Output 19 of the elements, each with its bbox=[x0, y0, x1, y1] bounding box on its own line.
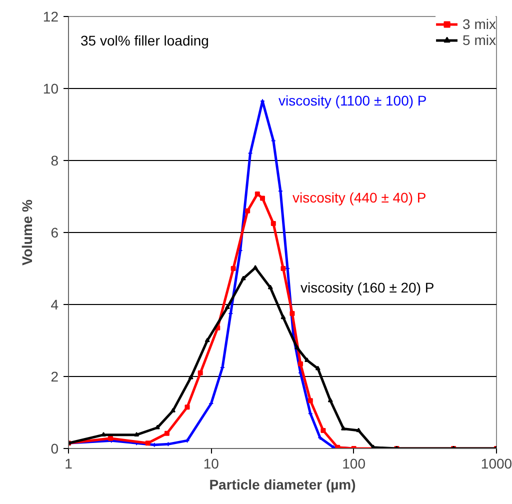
annotation: viscosity (1100 ± 100) P bbox=[278, 92, 427, 108]
y-tick-label: 10 bbox=[42, 80, 59, 96]
y-tick-label: 0 bbox=[50, 440, 59, 456]
y-tick-label: 4 bbox=[50, 296, 59, 312]
x-tick-label: 10 bbox=[203, 456, 220, 472]
legend-label: 5 mix bbox=[462, 32, 496, 48]
y-tick-label: 2 bbox=[50, 368, 59, 384]
x-tick-label: 100 bbox=[342, 456, 366, 472]
annotation: viscosity (440 ± 40) P bbox=[292, 190, 426, 206]
y-tick-label: 12 bbox=[42, 8, 59, 24]
x-tick-label: 1000 bbox=[480, 456, 512, 472]
legend-label: 3 mix bbox=[462, 16, 496, 32]
x-tick-label: 1 bbox=[64, 456, 73, 472]
x-axis-title: Particle diameter (µm) bbox=[209, 476, 356, 492]
annotation: 35 vol% filler loading bbox=[80, 32, 209, 48]
y-axis-title: Volume % bbox=[18, 199, 35, 266]
annotation: viscosity (160 ± 20) P bbox=[300, 280, 434, 296]
y-tick-label: 6 bbox=[50, 224, 59, 240]
y-tick-label: 8 bbox=[50, 152, 59, 168]
